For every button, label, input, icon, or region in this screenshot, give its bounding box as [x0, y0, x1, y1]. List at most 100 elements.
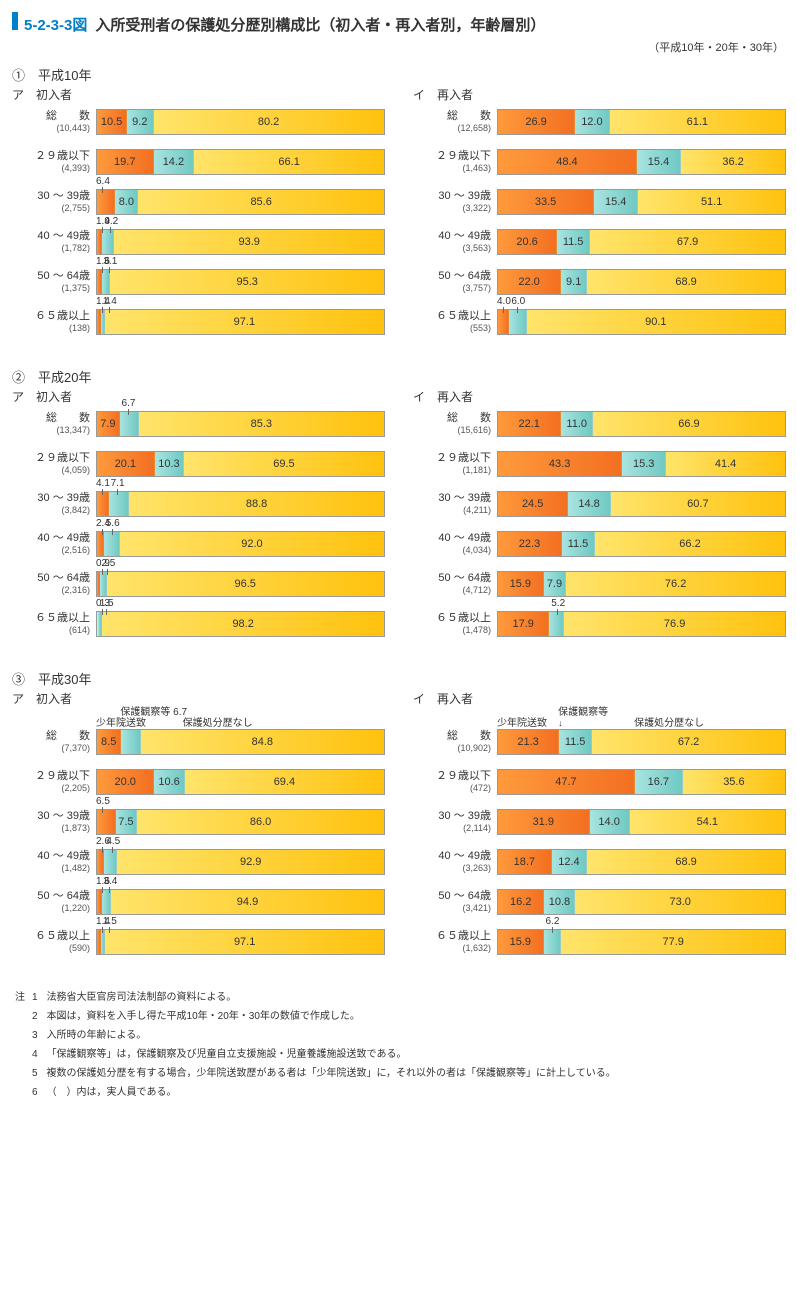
row-label: ２９歳以下(4,059) — [12, 452, 96, 476]
bar-segment — [544, 930, 562, 954]
bar-segment: 16.2 — [498, 890, 544, 914]
stacked-bar: 10.59.280.2 — [96, 109, 385, 135]
value-callout: 1.5 — [103, 916, 117, 927]
panel-subheader: イ 再入者 — [413, 86, 784, 103]
years-note: （平成10年・20年・30年） — [12, 39, 784, 55]
bar-row: 総 数(12,658)26.912.061.1 — [413, 109, 784, 135]
bar-row: 50 ～ 64歳(1,375)1.63.195.3 — [12, 269, 383, 295]
bar-segment — [509, 310, 526, 334]
footnote-row: 2本図は，資料を入手し得た平成10年・20年・30年の数値で作成した。 — [14, 1008, 617, 1025]
value-callout: 6.5 — [96, 796, 110, 807]
bar-segment: 24.5 — [498, 492, 568, 516]
row-label: 総 数(12,658) — [413, 110, 497, 134]
bar-segment: 14.2 — [154, 150, 195, 174]
stacked-bar: 22.09.168.9 — [497, 269, 786, 295]
stacked-bar: 33.515.451.1 — [497, 189, 786, 215]
stacked-bar: 7.586.0 — [96, 809, 385, 835]
row-label: 30 ～ 39歳(2,114) — [413, 810, 497, 834]
bar-segment: 8.0 — [115, 190, 138, 214]
row-label: ２９歳以下(2,205) — [12, 770, 96, 794]
bar-segment — [120, 412, 139, 436]
stacked-bar: 97.1 — [96, 929, 385, 955]
bar-segment: 85.6 — [138, 190, 384, 214]
bar-segment: 10.6 — [154, 770, 184, 794]
bar-row: ６５歳以上(553)4.06.090.1 — [413, 309, 784, 335]
stacked-bar: 17.976.9 — [497, 611, 786, 637]
bar-segment: 67.9 — [590, 230, 785, 254]
bar-segment — [97, 190, 115, 214]
bar-row: 総 数(10,902)21.311.567.2 — [413, 729, 784, 755]
bar-segment: 60.7 — [611, 492, 785, 516]
row-label: ６５歳以上(614) — [12, 612, 96, 636]
bar-row: ２９歳以下(1,181)43.315.341.4 — [413, 451, 784, 477]
bar-segment: 31.9 — [498, 810, 590, 834]
bar-segment: 11.0 — [561, 412, 593, 436]
bar-segment: 22.0 — [498, 270, 561, 294]
row-label: 40 ～ 49歳(3,263) — [413, 850, 497, 874]
value-callout: 7.1 — [111, 478, 125, 489]
bar-segment: 85.3 — [139, 412, 384, 436]
bar-segment: 84.8 — [141, 730, 384, 754]
bar-segment — [549, 612, 564, 636]
row-label: 40 ～ 49歳(2,516) — [12, 532, 96, 556]
bar-segment: 19.7 — [97, 150, 154, 174]
stacked-bar: 15.97.976.2 — [497, 571, 786, 597]
bar-segment — [498, 310, 509, 334]
bar-row: ２９歳以下(2,205)20.010.669.4 — [12, 769, 383, 795]
value-callout: 1.5 — [100, 598, 114, 609]
stacked-bar: 96.5 — [96, 571, 385, 597]
footnote-row: 注1法務省大臣官房司法法制部の資料による。 — [14, 989, 617, 1006]
row-label: ６５歳以上(590) — [12, 930, 96, 954]
bar-segment: 67.2 — [592, 730, 785, 754]
bar-segment: 73.0 — [575, 890, 785, 914]
stacked-bar: 8.085.6 — [96, 189, 385, 215]
bar-segment: 12.0 — [575, 110, 609, 134]
stacked-bar: 16.210.873.0 — [497, 889, 786, 915]
row-label: 50 ～ 64歳(1,375) — [12, 270, 96, 294]
bar-segment: 15.9 — [498, 572, 544, 596]
row-label: 50 ～ 64歳(3,757) — [413, 270, 497, 294]
bar-segment: 15.9 — [498, 930, 544, 954]
row-label: ２９歳以下(4,393) — [12, 150, 96, 174]
row-label: 30 ～ 39歳(3,842) — [12, 492, 96, 516]
stacked-bar: 20.611.567.9 — [497, 229, 786, 255]
bar-row: 50 ～ 64歳(2,316)0.92.596.5 — [12, 571, 383, 597]
bar-segment: 66.9 — [593, 412, 785, 436]
row-label: 30 ～ 39歳(2,755) — [12, 190, 96, 214]
panel-subheader: ア 初入者 — [12, 388, 383, 405]
bar-row: 総 数(10,443)10.59.280.2 — [12, 109, 383, 135]
bar-segment — [97, 850, 104, 874]
bar-segment: 61.1 — [610, 110, 785, 134]
bar-segment: 14.8 — [568, 492, 610, 516]
panel-row: ア 初入者少年院送致保護観察等 6.7↓保護処分歴なし総 数(7,370)8.5… — [12, 690, 784, 969]
legend-row: 少年院送致保護観察等 6.7↓保護処分歴なし — [12, 713, 383, 729]
value-callout: 4.1 — [96, 478, 110, 489]
figure-number: 5-2-3-3図 — [24, 14, 87, 35]
value-callout: 4.2 — [104, 216, 118, 227]
row-label: ２９歳以下(1,181) — [413, 452, 497, 476]
bar-segment: 20.0 — [97, 770, 154, 794]
bar-segment: 92.9 — [117, 850, 384, 874]
stacked-bar: 21.311.567.2 — [497, 729, 786, 755]
bar-segment: 68.9 — [587, 270, 785, 294]
bar-segment — [104, 850, 117, 874]
bar-segment: 96.5 — [107, 572, 384, 596]
value-callout: 4.5 — [106, 836, 120, 847]
bar-segment: 10.5 — [97, 110, 127, 134]
value-callout: 4.0 — [497, 296, 511, 307]
panel-row: ア 初入者総 数(13,347)6.77.985.3２９歳以下(4,059)20… — [12, 388, 784, 651]
bar-row: 50 ～ 64歳(1,220)1.63.494.9 — [12, 889, 383, 915]
stacked-bar: 93.9 — [96, 229, 385, 255]
stacked-bar: 26.912.061.1 — [497, 109, 786, 135]
value-callout: 6.4 — [96, 176, 110, 187]
stacked-bar: 47.716.735.6 — [497, 769, 786, 795]
row-label: ６５歳以上(1,632) — [413, 930, 497, 954]
value-callout: 5.2 — [551, 598, 565, 609]
bar-segment: 51.1 — [638, 190, 785, 214]
bar-row: 総 数(15,616)22.111.066.9 — [413, 411, 784, 437]
row-label: 30 ～ 39歳(1,873) — [12, 810, 96, 834]
row-label: ６５歳以上(1,478) — [413, 612, 497, 636]
bar-segment: 93.9 — [114, 230, 383, 254]
figure-header: 5-2-3-3図 入所受刑者の保護処分歴別構成比（初入者・再入者別，年齢層別） — [12, 12, 784, 35]
bar-segment: 15.4 — [594, 190, 638, 214]
